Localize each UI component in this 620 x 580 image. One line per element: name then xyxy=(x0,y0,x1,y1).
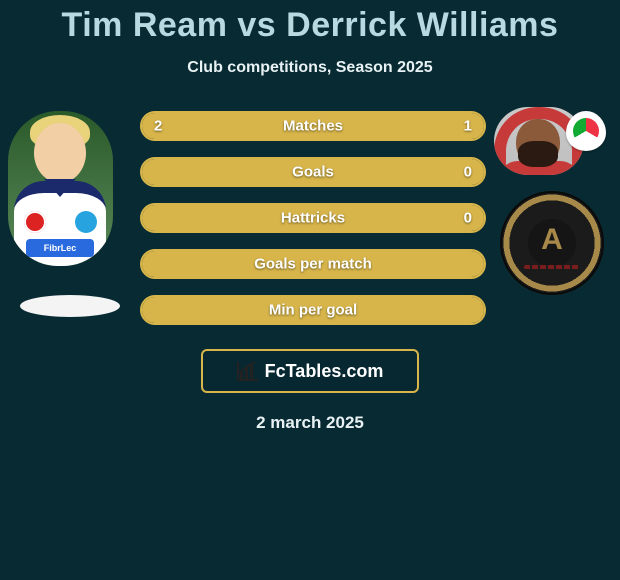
bar-value-right: 0 xyxy=(464,164,472,181)
stat-bar: Hattricks0 xyxy=(140,203,486,233)
player2-club-badge xyxy=(500,191,604,295)
bar-label: Goals per match xyxy=(142,256,484,273)
bar-label: Goals xyxy=(142,164,484,181)
player1-name: Tim Ream xyxy=(62,6,228,44)
vs-text: vs xyxy=(237,6,276,44)
date-text: 2 march 2025 xyxy=(0,413,620,433)
crest-ring-text xyxy=(500,191,604,295)
beard-shape xyxy=(518,141,558,167)
player2-name: Derrick Williams xyxy=(286,6,558,44)
body-area: FibrLec 2Matches1Goals0Hattricks0Goals p… xyxy=(0,105,620,345)
shirt-logo-right xyxy=(75,211,97,233)
shirt-sponsor: FibrLec xyxy=(26,239,94,257)
stat-bars: 2Matches1Goals0Hattricks0Goals per match… xyxy=(140,111,486,341)
bar-label: Matches xyxy=(142,118,484,135)
subtitle: Club competitions, Season 2025 xyxy=(0,59,620,77)
bar-value-right: 1 xyxy=(464,118,472,135)
stat-bar: Min per goal xyxy=(140,295,486,325)
bar-label: Min per goal xyxy=(142,302,484,319)
stat-bar: Goals per match xyxy=(140,249,486,279)
shirt-logo-left xyxy=(24,211,46,233)
player1-portrait: FibrLec xyxy=(8,111,113,266)
stat-bar: 2Matches1 xyxy=(140,111,486,141)
stat-bar: Goals0 xyxy=(140,157,486,187)
player1-club-badge xyxy=(20,295,120,317)
bar-label: Hattricks xyxy=(142,210,484,227)
chart-icon xyxy=(237,361,259,381)
comparison-card: Tim Ream vs Derrick Williams Club compet… xyxy=(0,0,620,580)
brand-text: FcTables.com xyxy=(265,361,384,382)
brand-box[interactable]: FcTables.com xyxy=(201,349,419,393)
bar-value-right: 0 xyxy=(464,210,472,227)
head-shape xyxy=(34,123,86,183)
mini-crest xyxy=(566,111,606,151)
page-title: Tim Ream vs Derrick Williams xyxy=(0,0,620,45)
